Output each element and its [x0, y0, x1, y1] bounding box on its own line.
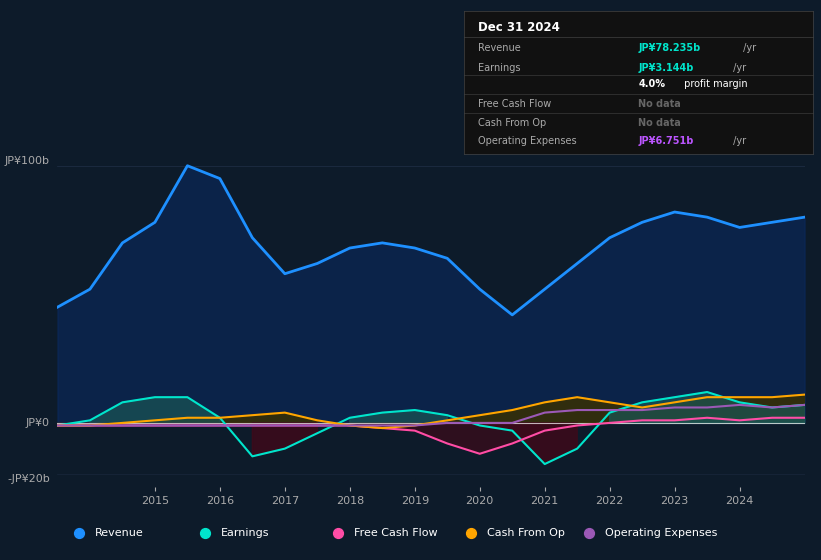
Point: [73, 529, 86, 538]
Text: JP¥3.144b: JP¥3.144b: [639, 63, 694, 73]
Text: JP¥78.235b: JP¥78.235b: [639, 43, 700, 53]
Point: [583, 529, 596, 538]
Text: Free Cash Flow: Free Cash Flow: [478, 99, 551, 109]
Text: -JP¥20b: -JP¥20b: [7, 474, 50, 484]
Text: Revenue: Revenue: [478, 43, 521, 53]
Text: Earnings: Earnings: [478, 63, 521, 73]
Point: [465, 529, 478, 538]
Text: Cash From Op: Cash From Op: [487, 528, 565, 538]
Text: /yr: /yr: [740, 43, 755, 53]
Text: No data: No data: [639, 118, 681, 128]
Text: Dec 31 2024: Dec 31 2024: [478, 21, 560, 34]
Text: JP¥100b: JP¥100b: [5, 156, 50, 166]
Text: Earnings: Earnings: [221, 528, 269, 538]
Text: Revenue: Revenue: [95, 528, 144, 538]
Text: Operating Expenses: Operating Expenses: [605, 528, 718, 538]
Text: /yr: /yr: [730, 63, 745, 73]
Text: profit margin: profit margin: [681, 79, 748, 89]
Text: JP¥0: JP¥0: [26, 418, 50, 428]
Text: Operating Expenses: Operating Expenses: [478, 136, 576, 146]
Text: No data: No data: [639, 99, 681, 109]
Text: JP¥6.751b: JP¥6.751b: [639, 136, 694, 146]
Point: [332, 529, 345, 538]
Text: 4.0%: 4.0%: [639, 79, 665, 89]
Text: Free Cash Flow: Free Cash Flow: [354, 528, 438, 538]
Text: Cash From Op: Cash From Op: [478, 118, 546, 128]
Point: [199, 529, 212, 538]
Text: /yr: /yr: [730, 136, 745, 146]
